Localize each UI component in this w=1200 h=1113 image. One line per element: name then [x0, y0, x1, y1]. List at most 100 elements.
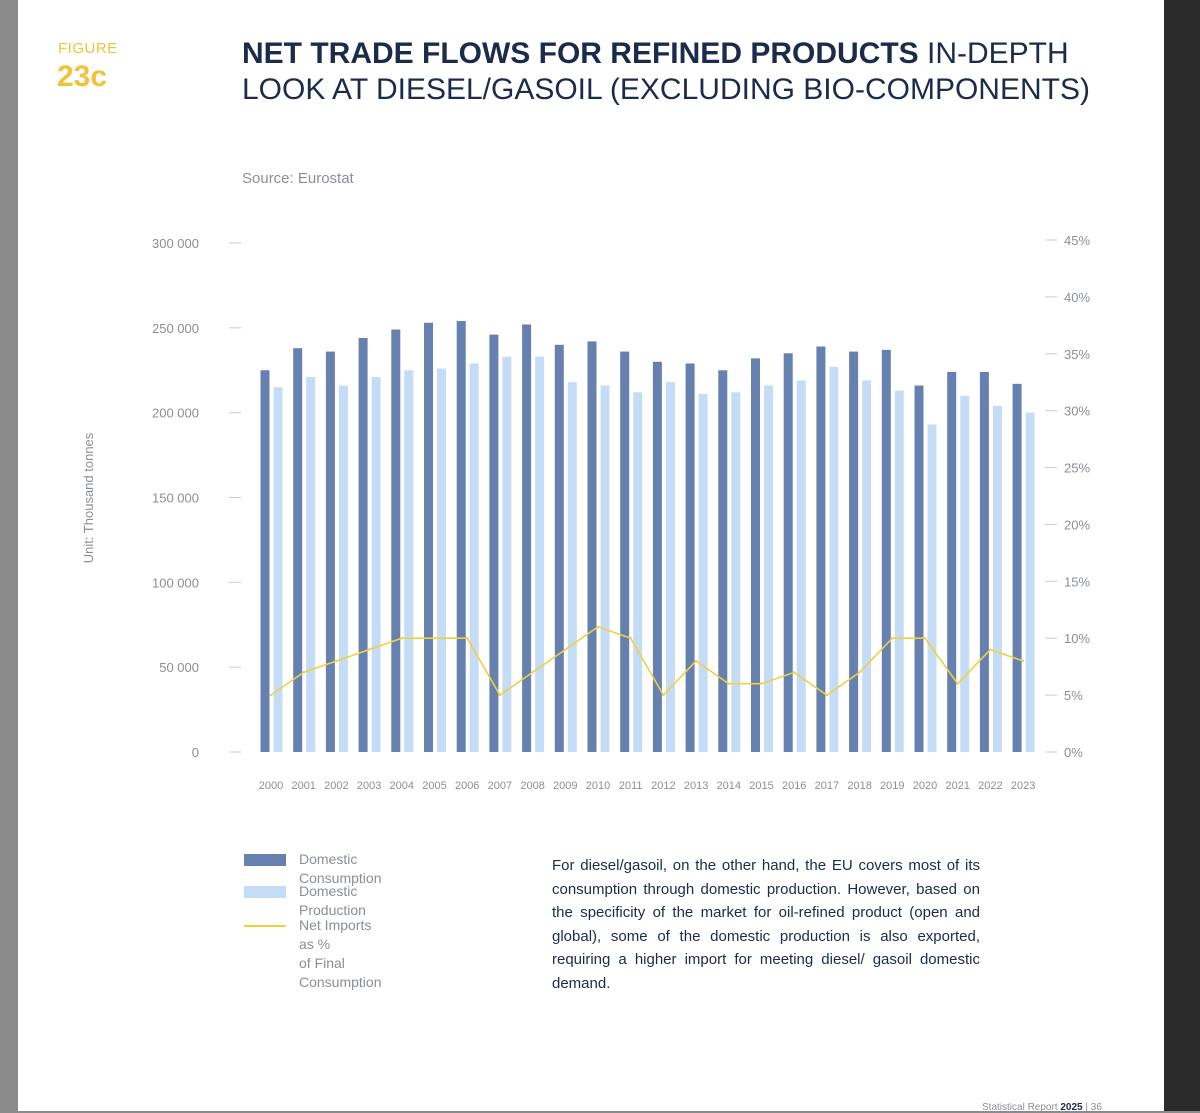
y-tick-label: 250 000 — [152, 321, 199, 336]
legend-label-consumption: Domestic Consumption — [299, 851, 382, 886]
bar-domestic-production — [371, 377, 381, 752]
point-net-imports — [498, 693, 502, 697]
y-tick-label: 100 000 — [152, 575, 199, 590]
bar-domestic-production — [665, 382, 675, 752]
bar-domestic-consumption — [358, 338, 368, 752]
y-tick-label: 0 — [192, 745, 199, 760]
legend-label-net-imports: Net Imports as % of Final Consumption — [299, 917, 382, 990]
x-tick-label: 2008 — [520, 780, 544, 792]
bar-domestic-consumption — [522, 324, 532, 752]
point-net-imports — [727, 682, 730, 685]
y-tick-label: 200 000 — [152, 406, 199, 421]
bar-domestic-production — [862, 380, 872, 752]
y2-tick-label: 25% — [1064, 461, 1090, 476]
bar-domestic-production — [633, 392, 643, 752]
x-tick-label: 2010 — [586, 780, 610, 792]
x-tick-label: 2013 — [684, 780, 708, 792]
point-net-imports — [596, 625, 600, 629]
y2-tick-label: 35% — [1064, 347, 1090, 362]
point-net-imports — [662, 693, 665, 697]
x-tick-label: 2009 — [553, 780, 577, 792]
point-net-imports — [1021, 659, 1025, 663]
x-tick-label: 2023 — [1011, 780, 1035, 792]
bar-domestic-consumption — [293, 348, 303, 752]
bar-domestic-consumption — [554, 344, 564, 752]
bar-domestic-production — [469, 363, 479, 752]
x-tick-label: 2002 — [324, 780, 348, 792]
point-net-imports — [891, 637, 894, 640]
figure-number: 23c — [57, 60, 108, 93]
x-tick-label: 2011 — [619, 780, 643, 792]
x-tick-label: 2020 — [913, 780, 937, 792]
y-axis-label: Unit: Thousand tonnes — [81, 432, 96, 563]
y2-tick-label: 45% — [1064, 233, 1090, 248]
y-tick-label: 50 000 — [159, 660, 199, 675]
point-net-imports — [694, 659, 698, 663]
y2-tick-label: 10% — [1064, 631, 1090, 646]
y2-tick-label: 30% — [1064, 404, 1090, 419]
bar-domestic-consumption — [652, 361, 662, 752]
bar-domestic-consumption — [260, 370, 270, 752]
body-paragraph: For diesel/gasoil, on the other hand, th… — [552, 857, 980, 992]
bar-domestic-consumption — [979, 371, 989, 752]
bar-domestic-production — [796, 380, 806, 752]
bar-domestic-consumption — [456, 321, 466, 752]
bar-domestic-production — [502, 356, 512, 752]
bar-domestic-production — [698, 394, 708, 752]
bar-domestic-consumption — [751, 358, 760, 752]
x-tick-label: 2017 — [815, 780, 839, 792]
point-net-imports — [466, 637, 469, 640]
point-net-imports — [989, 648, 992, 651]
bar-domestic-production — [894, 390, 904, 752]
bar-domestic-production — [764, 385, 773, 752]
x-tick-label: 2015 — [749, 780, 773, 792]
bar-domestic-production — [1025, 412, 1035, 752]
point-net-imports — [367, 648, 371, 651]
bar-domestic-consumption — [1012, 383, 1022, 752]
x-tick-label: 2016 — [782, 780, 806, 792]
bar-domestic-production — [437, 368, 446, 752]
x-tick-label: 2006 — [455, 780, 479, 792]
footer-year: 2025 — [1060, 1102, 1083, 1113]
bar-domestic-production — [404, 370, 414, 752]
y2-tick-label: 20% — [1064, 517, 1090, 532]
point-net-imports — [531, 671, 534, 674]
legend-label-production: Domestic Production — [299, 883, 366, 918]
bar-domestic-consumption — [424, 322, 433, 752]
page-title: NET TRADE FLOWS FOR REFINED PRODUCTS IN-… — [242, 36, 1122, 108]
bar-domestic-consumption — [947, 371, 957, 752]
bar-domestic-production — [273, 387, 283, 752]
bar-domestic-production — [600, 385, 610, 752]
x-tick-label: 2001 — [291, 780, 315, 792]
bar-domestic-consumption — [587, 341, 597, 752]
bar-domestic-consumption — [685, 363, 695, 752]
bar-domestic-consumption — [849, 351, 859, 752]
bar-domestic-consumption — [718, 370, 728, 752]
point-net-imports — [335, 659, 338, 663]
x-tick-label: 2007 — [488, 780, 512, 792]
x-tick-label: 2012 — [651, 780, 675, 792]
title-bold: NET TRADE FLOWS FOR REFINED PRODUCTS — [242, 37, 919, 70]
bar-domestic-consumption — [881, 349, 891, 752]
bar-domestic-production — [992, 405, 1002, 752]
point-net-imports — [400, 637, 403, 640]
bar-domestic-consumption — [816, 346, 826, 752]
bar-domestic-production — [927, 424, 937, 752]
line-net-imports — [270, 625, 1024, 697]
window-edge — [1164, 0, 1200, 1111]
point-net-imports — [269, 693, 273, 697]
x-tick-label: 2018 — [847, 780, 871, 792]
x-tick-label: 2003 — [357, 780, 381, 792]
point-net-imports — [629, 637, 632, 640]
y-tick-label: 150 000 — [152, 491, 199, 506]
bar-domestic-production — [829, 366, 839, 752]
legend-swatch-production — [244, 886, 286, 898]
bar-domestic-production — [960, 395, 970, 752]
bar-domestic-consumption — [914, 385, 924, 752]
chart: 300 000 250 000 200 000 150 000 100 000 50 00… — [81, 233, 1090, 792]
legend-line-net-imports — [244, 925, 286, 927]
title-rest: IN-DEPTH LOOK AT DIESEL/GASOIL (EXCLUDIN… — [242, 37, 1090, 106]
legend-swatch-consumption — [244, 854, 286, 866]
bar-domestic-production — [535, 356, 545, 752]
bar-domestic-production — [567, 382, 577, 752]
